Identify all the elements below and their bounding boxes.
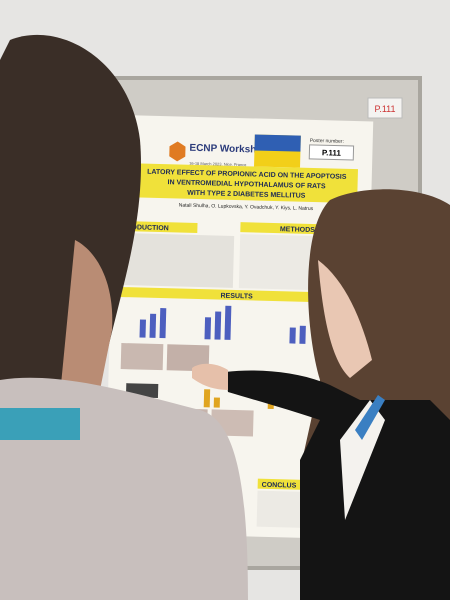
graph-bar <box>299 325 306 344</box>
poster-number-box <box>308 144 355 161</box>
histology-image <box>120 343 164 371</box>
woman-jacket <box>225 370 450 600</box>
title-line: IN VENTROMEDIAL HYPOTHALAMUS OF RATS <box>167 179 325 190</box>
section-header <box>122 221 198 233</box>
poster-number: P.111 <box>322 148 342 158</box>
graph-bar <box>149 313 157 338</box>
poster-graphs <box>139 305 306 344</box>
graph-bar <box>213 397 220 408</box>
graph-bar <box>204 317 212 340</box>
title-line: WITH TYPE 2 DIABETES MELLITUS <box>187 190 306 200</box>
graph-bar <box>214 311 222 340</box>
graph-bar <box>289 327 296 344</box>
man-lanyard <box>0 408 80 440</box>
section-title: RESULTS <box>220 293 253 301</box>
board-label: P.111 <box>374 104 395 114</box>
woman-shirt <box>340 400 385 520</box>
logo-icon <box>169 141 186 162</box>
histology-image <box>166 344 210 372</box>
graph-bar <box>224 305 232 340</box>
graph-bar <box>139 319 146 338</box>
authors: Natali Shulha, O. Lupkovska, Y. Ovadchuk… <box>179 202 314 212</box>
section-title: CONCLUS <box>262 482 297 490</box>
lanyard <box>355 395 385 440</box>
woman-face <box>318 260 372 378</box>
text-block <box>120 233 235 288</box>
section-title: METHODS <box>280 226 316 234</box>
dates: 16-18 March 2023, Nice, France <box>189 161 247 168</box>
poster-number-label: Poster number: <box>310 138 344 145</box>
section-header <box>120 286 354 304</box>
graph-bar <box>203 389 211 408</box>
title-band <box>135 163 358 204</box>
woman-hand <box>192 363 228 390</box>
logo-text: ECNP Workshop <box>189 143 268 156</box>
man-face <box>60 240 113 395</box>
flag-blue <box>254 134 301 152</box>
board-label-card <box>367 97 403 119</box>
section-title: RODUCTION <box>126 224 169 232</box>
graph-bar <box>159 308 167 339</box>
